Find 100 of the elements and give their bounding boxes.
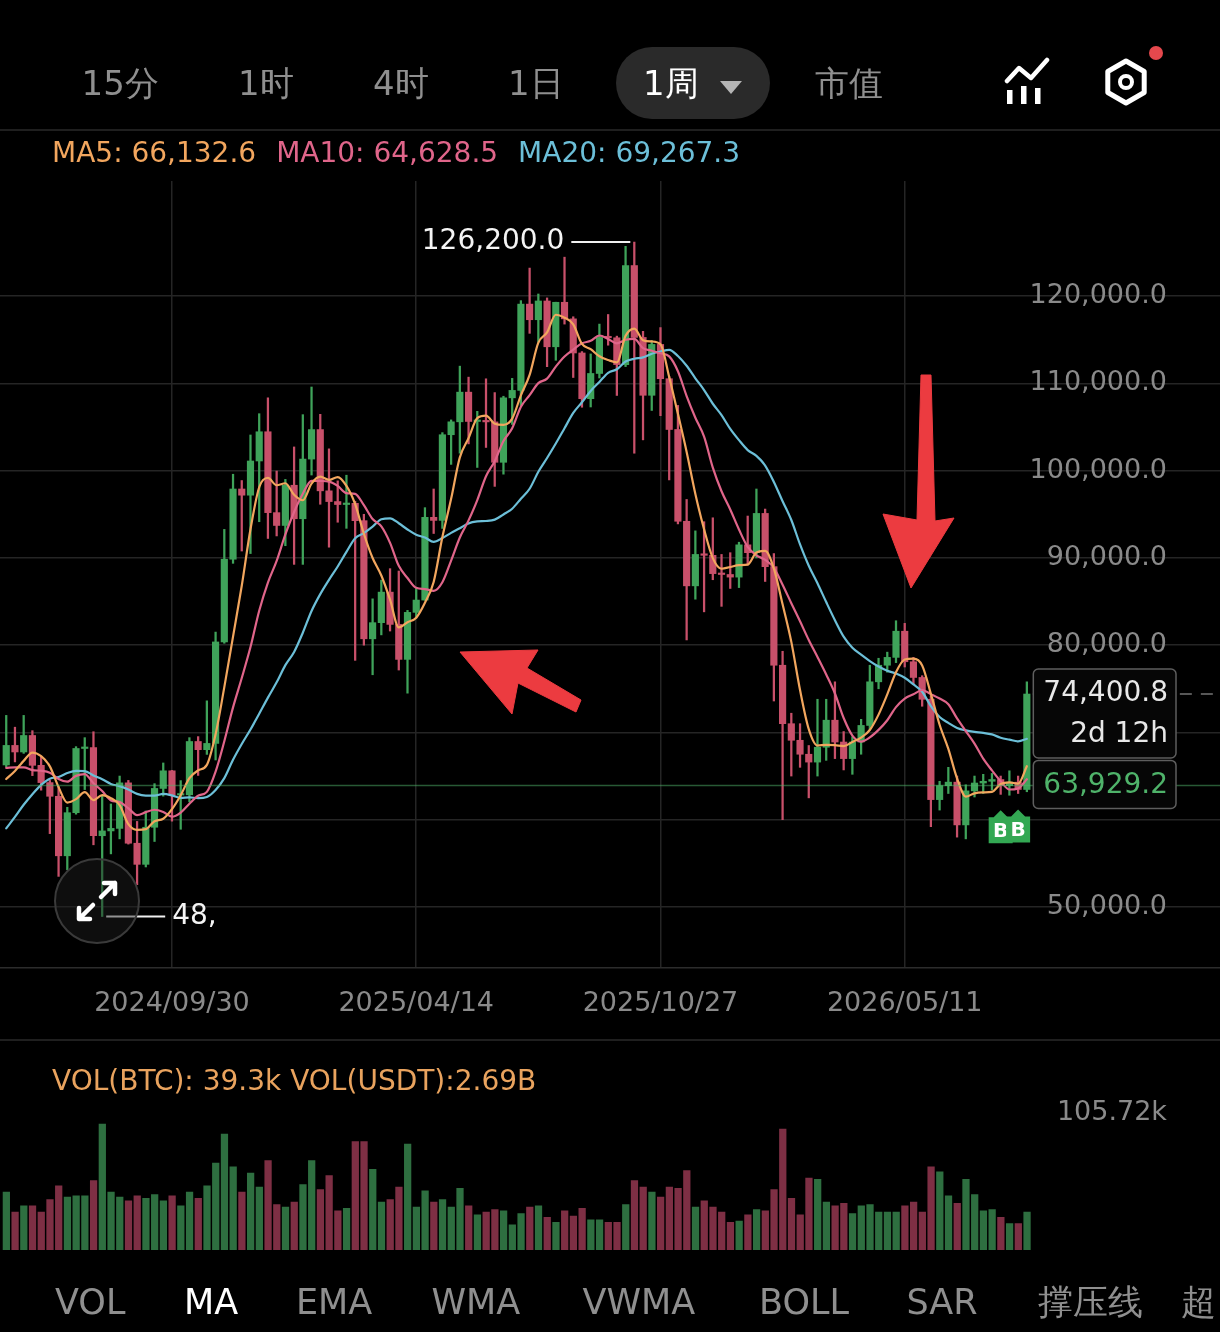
bar — [726, 1221, 735, 1250]
bar — [648, 1191, 656, 1250]
candlestick — [717, 554, 726, 607]
bar — [787, 1198, 796, 1250]
x-tick-label: 2026/05/11 — [826, 986, 983, 1018]
bar — [185, 1191, 194, 1250]
bar — [177, 1205, 185, 1250]
bar — [944, 1195, 953, 1250]
bar — [953, 1203, 961, 1250]
text: 15分 — [81, 62, 159, 103]
text: SAR — [906, 1282, 978, 1323]
bar — [369, 1169, 377, 1250]
bar — [404, 1143, 412, 1250]
bar — [561, 1210, 569, 1250]
text: 4时 — [373, 62, 429, 103]
bar — [89, 1180, 98, 1250]
bar — [438, 1199, 447, 1250]
y-tick-label: 90,000.0 — [1046, 539, 1167, 571]
y-tick-label: 80,000.0 — [1046, 627, 1167, 659]
annotation: 48, — [172, 897, 217, 931]
bar — [63, 1196, 72, 1250]
bar — [997, 1216, 1005, 1250]
y-tick-label: 50,000.0 — [1046, 888, 1167, 920]
bar — [1014, 1223, 1022, 1250]
bar — [657, 1196, 665, 1250]
bar — [744, 1214, 752, 1250]
bar — [290, 1201, 298, 1250]
x-tick-label: 2025/04/14 — [338, 986, 495, 1018]
bar — [848, 1213, 857, 1250]
text: EMA — [296, 1282, 373, 1323]
text: 市值 — [815, 62, 883, 103]
bar — [543, 1216, 551, 1250]
bar — [936, 1171, 944, 1250]
bar — [552, 1221, 560, 1250]
bar — [465, 1205, 473, 1250]
bar — [752, 1209, 761, 1250]
bar — [238, 1191, 246, 1250]
text: MA5: 66,132.6 — [52, 136, 257, 170]
text: 105.72k — [1056, 1095, 1168, 1127]
bar — [691, 1206, 700, 1250]
bar — [2, 1191, 10, 1250]
bar — [133, 1195, 141, 1250]
bar — [1005, 1223, 1014, 1250]
y-tick-label: 110,000.0 — [1029, 365, 1167, 397]
ref-line-label: 63,929.2 — [1043, 766, 1168, 800]
bar — [377, 1201, 386, 1250]
bar — [159, 1200, 168, 1250]
bar — [988, 1209, 996, 1250]
bar — [526, 1206, 534, 1250]
bar — [735, 1220, 743, 1250]
x-tick-label: 2025/10/27 — [582, 986, 739, 1018]
bar — [168, 1195, 176, 1250]
chart-title: VOL(BTC): 39.3k VOL(USDT):2.69B — [52, 1064, 537, 1098]
bar — [595, 1219, 604, 1250]
bar — [892, 1211, 900, 1250]
text: 1时 — [238, 62, 294, 103]
text: MA10: 64,628.5 — [276, 136, 499, 170]
bar — [979, 1210, 988, 1250]
bar — [822, 1201, 831, 1250]
bar — [28, 1205, 37, 1250]
text: 撑压线 — [1037, 1282, 1143, 1323]
y-tick-label: 100,000.0 — [1029, 452, 1167, 484]
bar — [342, 1208, 351, 1250]
bar — [124, 1200, 133, 1250]
candlestick — [526, 267, 534, 334]
bar — [499, 1210, 508, 1250]
annotation: 126,200.0 — [421, 223, 565, 257]
text: MA — [184, 1282, 239, 1323]
text: BOLL — [759, 1282, 849, 1323]
text: 1日 — [508, 62, 564, 103]
candlestick — [369, 598, 377, 676]
text: WMA — [431, 1282, 521, 1323]
text: 超 — [1180, 1282, 1216, 1323]
ref-line-label: 74,400.8 2d 12h — [1043, 675, 1168, 750]
bar — [639, 1186, 647, 1250]
bar — [1023, 1211, 1031, 1250]
bar — [622, 1204, 630, 1250]
text: VWMA — [582, 1282, 696, 1323]
bar — [630, 1180, 639, 1250]
bar — [11, 1211, 19, 1250]
text: MA20: 69,267.3 — [518, 136, 741, 170]
bar — [316, 1189, 325, 1250]
candlestick — [342, 474, 351, 529]
x-tick-label: 2024/09/30 — [94, 986, 250, 1018]
bar — [281, 1206, 290, 1250]
text: VOL — [55, 1282, 126, 1323]
bar — [229, 1166, 237, 1250]
text: 1周 — [643, 62, 699, 103]
bar — [20, 1205, 28, 1250]
bar — [194, 1198, 202, 1250]
bar — [534, 1205, 543, 1250]
annotation: B — [1010, 816, 1026, 841]
bar — [430, 1201, 438, 1250]
bar — [255, 1186, 263, 1250]
bar — [814, 1179, 822, 1250]
bar — [473, 1214, 482, 1250]
bar — [587, 1219, 595, 1250]
candlestick — [813, 698, 822, 777]
y-tick-label: 120,000.0 — [1029, 278, 1167, 310]
annotation: B — [993, 817, 1009, 842]
